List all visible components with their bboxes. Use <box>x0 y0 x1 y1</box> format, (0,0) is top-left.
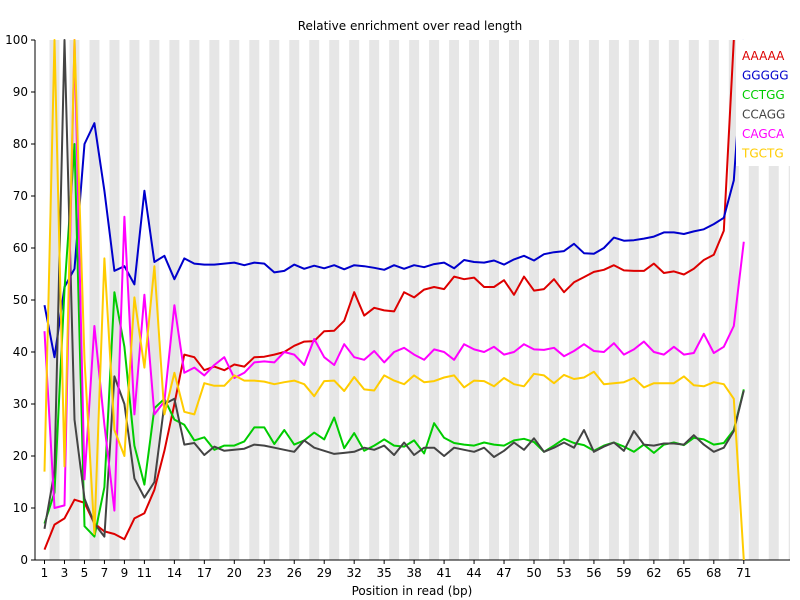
grid-band <box>748 40 759 560</box>
grid-band <box>349 40 360 560</box>
grid-band <box>209 40 220 560</box>
grid-band <box>89 40 100 560</box>
grid-band <box>49 40 60 560</box>
series-line-cagca <box>43 39 745 512</box>
grid-band <box>249 40 260 560</box>
series-lines <box>43 39 745 561</box>
x-axis-label: Position in read (bp) <box>352 584 473 598</box>
grid-band <box>768 40 779 560</box>
grid-band <box>309 40 320 560</box>
series-line-ggggg <box>43 39 745 359</box>
x-tick-label: 59 <box>616 566 631 580</box>
y-tick-label: 90 <box>13 85 28 99</box>
y-axis-ticks: 0 10 20 30 40 50 60 70 80 90 100 <box>5 33 35 567</box>
x-tick-label: 35 <box>377 566 392 580</box>
grid-band <box>469 40 480 560</box>
y-tick-label: 40 <box>13 345 28 359</box>
y-tick-label: 20 <box>13 449 28 463</box>
y-tick-label: 0 <box>20 553 28 567</box>
background-bands <box>35 40 790 560</box>
legend-entry: CAGCA <box>742 127 785 141</box>
x-tick-label: 44 <box>466 566 481 580</box>
grid-band <box>329 40 340 560</box>
grid-band <box>169 40 180 560</box>
x-tick-label: 3 <box>61 566 69 580</box>
grid-band <box>489 40 500 560</box>
x-tick-label: 29 <box>317 566 332 580</box>
x-tick-label: 38 <box>406 566 421 580</box>
legend-entry: GGGGG <box>742 69 789 83</box>
grid-band <box>429 40 440 560</box>
grid-band <box>788 40 790 560</box>
x-tick-label: 14 <box>167 566 182 580</box>
grid-band <box>608 40 619 560</box>
series-line-cctgg <box>43 143 745 538</box>
grid-band <box>289 40 300 560</box>
legend-box <box>736 40 790 166</box>
x-tick-label: 5 <box>81 566 89 580</box>
grid-band <box>69 40 80 560</box>
x-tick-label: 32 <box>347 566 362 580</box>
x-tick-label: 17 <box>197 566 212 580</box>
grid-band <box>588 40 599 560</box>
x-tick-label: 53 <box>556 566 571 580</box>
legend-entry: AAAAA <box>742 49 785 63</box>
x-tick-label: 68 <box>706 566 721 580</box>
x-tick-label: 71 <box>736 566 751 580</box>
grid-band <box>548 40 559 560</box>
x-tick-label: 9 <box>121 566 129 580</box>
series-line-tgctg <box>43 39 745 561</box>
y-tick-label: 50 <box>13 293 28 307</box>
x-axis-ticks: 1 3 5 7 9 11 14 17 20 23 26 29 32 35 38 41 44 47 50 53 56 59 6… <box>41 560 751 580</box>
x-tick-label: 65 <box>676 566 691 580</box>
x-tick-label: 20 <box>227 566 242 580</box>
x-tick-label: 23 <box>257 566 272 580</box>
x-tick-label: 50 <box>526 566 541 580</box>
grid-band <box>628 40 639 560</box>
x-tick-label: 11 <box>137 566 152 580</box>
grid-band <box>728 40 739 560</box>
legend-entry: CCTGG <box>742 88 785 102</box>
grid-band <box>688 40 699 560</box>
legend: AAAAA GGGGG CCTGG CCAGG CAGCA TGCTG <box>736 40 790 166</box>
grid-band <box>229 40 240 560</box>
series-line-ccagg <box>43 39 745 538</box>
grid-band <box>568 40 579 560</box>
x-tick-label: 26 <box>287 566 302 580</box>
grid-band <box>269 40 280 560</box>
x-tick-label: 56 <box>586 566 601 580</box>
grid-band <box>149 40 160 560</box>
y-tick-label: 100 <box>5 33 28 47</box>
grid-band <box>509 40 520 560</box>
x-tick-label: 62 <box>646 566 661 580</box>
x-tick-label: 47 <box>496 566 511 580</box>
grid-band <box>529 40 539 560</box>
legend-entry: CCAGG <box>742 108 785 122</box>
y-tick-label: 60 <box>13 241 28 255</box>
grid-band <box>668 40 679 560</box>
series-line-aaaaa <box>43 39 735 550</box>
chart-title: Relative enrichment over read length <box>298 19 523 33</box>
y-tick-label: 80 <box>13 137 28 151</box>
grid-band <box>389 40 400 560</box>
y-tick-label: 30 <box>13 397 28 411</box>
legend-entry: TGCTG <box>741 147 784 161</box>
y-tick-label: 10 <box>13 501 28 515</box>
grid-band <box>648 40 659 560</box>
grid-band <box>449 40 460 560</box>
grid-band <box>409 40 420 560</box>
x-tick-label: 1 <box>41 566 49 580</box>
grid-band <box>189 40 200 560</box>
x-tick-label: 41 <box>436 566 451 580</box>
x-tick-label: 7 <box>101 566 109 580</box>
y-tick-label: 70 <box>13 189 28 203</box>
grid-band <box>369 40 380 560</box>
grid-band <box>708 40 719 560</box>
